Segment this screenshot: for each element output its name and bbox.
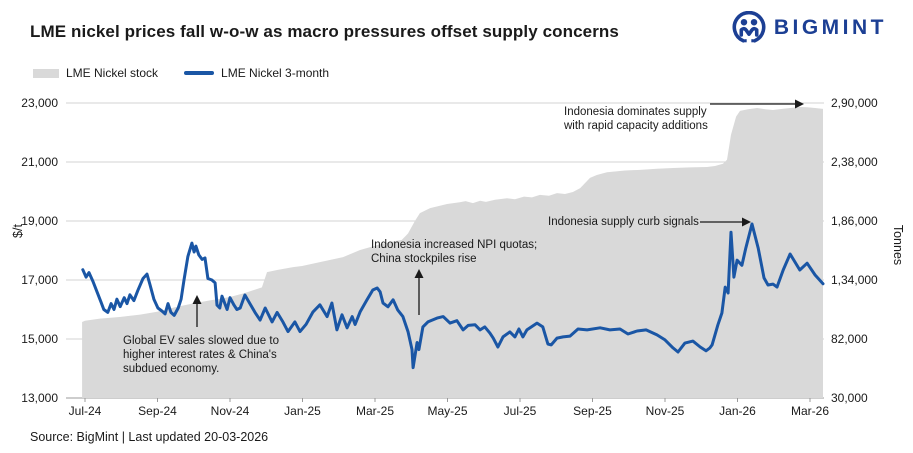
stock-area-series (82, 107, 824, 398)
arrow-indonesia-dominates-head (795, 99, 804, 109)
arrow-npi-quotas-head (414, 269, 424, 278)
y-axis-left-tick: 15,000 (21, 332, 58, 346)
arrow-global-ev-head (192, 295, 202, 304)
legend: LME Nickel stock LME Nickel 3-month (33, 66, 329, 80)
annotation-indonesia-dominates: Indonesia dominates supply with rapid ca… (564, 106, 708, 132)
y-axis-left-tick: 17,000 (21, 273, 58, 287)
y-axis-right-tick: 2,90,000 (831, 96, 878, 110)
x-axis-tick: May-25 (427, 404, 468, 418)
y-axis-right-tick: 1,86,000 (831, 214, 878, 228)
source-note: Source: BigMint | Last updated 20-03-202… (30, 430, 269, 444)
line-swatch (184, 71, 215, 75)
annotation-npi-quotas: Indonesia increased NPI quotas; China st… (371, 239, 538, 265)
arrow-supply-curb-head (742, 217, 751, 227)
x-axis-tick: Nov-25 (645, 404, 685, 418)
x-axis-tick: Jan-26 (719, 404, 756, 418)
area-swatch (33, 68, 59, 78)
y-axis-left-tick: 19,000 (21, 214, 58, 228)
x-axis-tick: Sep-24 (138, 404, 177, 418)
y-axis-left-tick: 23,000 (21, 96, 58, 110)
legend-item-price: LME Nickel 3-month (184, 66, 329, 80)
legend-label: LME Nickel stock (66, 66, 159, 80)
page-title: LME nickel prices fall w-o-w as macro pr… (30, 22, 619, 41)
y-axis-right-tick: 82,000 (831, 332, 868, 346)
annotation-global-ev: Global EV sales slowed due to higher int… (123, 335, 279, 375)
legend-item-stock: LME Nickel stock (33, 66, 158, 80)
x-axis-tick: Jul-25 (503, 404, 537, 418)
y-axis-right-tick: 1,34,000 (831, 273, 878, 287)
y-axis-left-tick: 13,000 (21, 391, 58, 405)
legend-label: LME Nickel 3-month (221, 66, 330, 80)
brand-logo: BIGMINT (732, 11, 887, 45)
brand-name: BIGMINT (773, 16, 887, 39)
y-axis-left-tick: 21,000 (21, 155, 58, 169)
x-axis-tick: Sep-25 (573, 404, 612, 418)
x-axis-tick: Jul-24 (68, 404, 102, 418)
y-axis-right-tick: 30,000 (831, 391, 868, 405)
bigmint-logo-icon (732, 11, 766, 43)
y-axis-right-label: Tonnes (891, 224, 905, 266)
y-axis-right-tick: 2,38,000 (831, 155, 878, 169)
x-axis-tick: Mar-25 (355, 404, 394, 418)
x-axis-tick: Jan-25 (284, 404, 321, 418)
x-axis-tick: Nov-24 (210, 404, 250, 418)
price-line-series (81, 222, 825, 370)
annotation-supply-curb: Indonesia supply curb signals (548, 216, 699, 228)
x-axis-tick: Mar-26 (790, 404, 829, 418)
